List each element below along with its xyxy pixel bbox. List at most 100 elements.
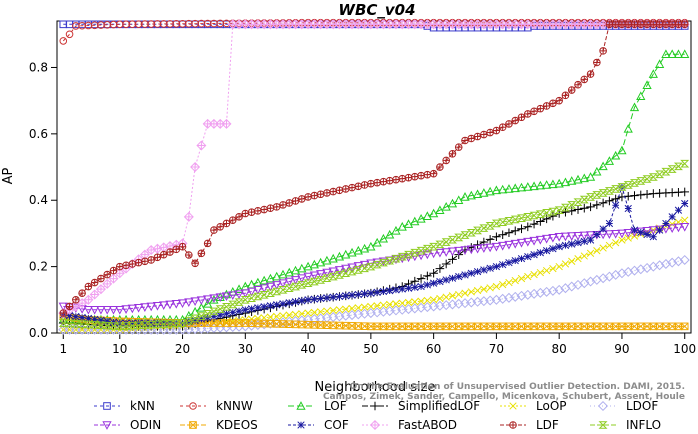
data-point <box>612 201 620 209</box>
data-point <box>561 91 570 100</box>
data-point <box>568 257 576 265</box>
data-point <box>554 206 564 214</box>
data-point <box>429 268 438 278</box>
data-point <box>221 289 232 299</box>
data-point <box>334 251 345 261</box>
data-point <box>342 292 350 300</box>
data-point <box>435 248 445 258</box>
data-point <box>586 236 595 244</box>
data-point <box>404 298 413 307</box>
legend-marker <box>103 402 111 410</box>
data-point <box>65 312 74 320</box>
data-point <box>89 289 100 300</box>
data-point <box>611 20 620 29</box>
data-point <box>234 290 244 300</box>
data-point <box>580 75 589 84</box>
data-point <box>316 257 326 267</box>
data-point <box>473 286 482 295</box>
data-point <box>655 170 665 179</box>
data-point <box>392 286 400 294</box>
data-point <box>447 235 457 244</box>
data-point <box>422 250 432 260</box>
data-point <box>254 207 262 215</box>
data-point <box>417 282 425 291</box>
data-point <box>485 235 495 244</box>
data-point <box>654 59 665 68</box>
data-point <box>560 232 571 242</box>
data-point <box>83 294 94 305</box>
data-point <box>416 213 426 223</box>
data-point <box>172 245 181 254</box>
data-point <box>416 251 426 261</box>
data-point <box>410 216 420 226</box>
data-point <box>567 201 577 209</box>
data-point <box>411 283 419 292</box>
data-point <box>266 204 275 212</box>
data-point <box>58 319 68 327</box>
data-point <box>373 288 381 296</box>
x-tick-label: 70 <box>489 342 504 356</box>
series-line <box>63 53 685 321</box>
data-point <box>303 272 313 282</box>
data-point <box>272 203 281 211</box>
data-point <box>354 304 362 312</box>
data-point <box>542 102 551 110</box>
data-point <box>436 277 444 286</box>
data-point <box>668 213 676 221</box>
data-point <box>309 259 320 269</box>
x-tick-label: 20 <box>175 342 190 356</box>
data-point <box>466 245 476 255</box>
data-point <box>680 322 689 331</box>
legend-label: LDOF <box>626 399 658 413</box>
data-point <box>65 302 74 311</box>
data-point <box>108 273 119 284</box>
data-point <box>423 281 432 289</box>
data-point <box>398 174 407 183</box>
data-point <box>548 179 558 189</box>
series-ldf <box>59 20 689 317</box>
data-point <box>554 232 564 242</box>
data-point <box>642 80 652 89</box>
data-point <box>328 267 338 277</box>
legend-item-ldf: LDF <box>500 418 559 432</box>
series-line <box>63 163 685 327</box>
data-point <box>133 303 144 313</box>
legend-item-fastabod: FastABOD <box>362 418 457 432</box>
data-point <box>373 178 381 187</box>
data-point <box>599 47 607 55</box>
data-point <box>153 319 162 327</box>
data-point <box>190 314 200 323</box>
data-point <box>310 191 319 200</box>
data-point <box>580 252 588 260</box>
data-point <box>447 198 458 208</box>
data-point <box>216 222 225 231</box>
data-point <box>612 239 620 247</box>
data-point <box>492 282 501 291</box>
series-kdeos <box>59 312 689 331</box>
data-point <box>285 299 293 307</box>
data-point <box>310 295 319 303</box>
legend-label: LoOP <box>536 399 567 413</box>
data-point <box>265 273 276 283</box>
data-point <box>435 205 445 214</box>
data-point <box>160 319 168 327</box>
data-point <box>210 312 218 321</box>
data-point <box>335 292 344 301</box>
data-point <box>560 177 571 187</box>
data-point <box>611 194 620 204</box>
data-point <box>348 304 356 313</box>
series-layer <box>58 18 690 335</box>
data-point <box>504 217 514 225</box>
data-point <box>102 305 112 315</box>
legend-label: COF <box>324 418 349 432</box>
y-axis-label: AP <box>1 167 16 184</box>
data-point <box>642 262 653 273</box>
data-point <box>442 276 450 284</box>
data-point <box>486 128 494 137</box>
data-point <box>555 96 563 105</box>
data-point <box>165 300 175 310</box>
data-point <box>134 319 143 327</box>
data-point <box>279 201 287 209</box>
data-point <box>511 116 520 125</box>
data-point <box>84 314 93 323</box>
